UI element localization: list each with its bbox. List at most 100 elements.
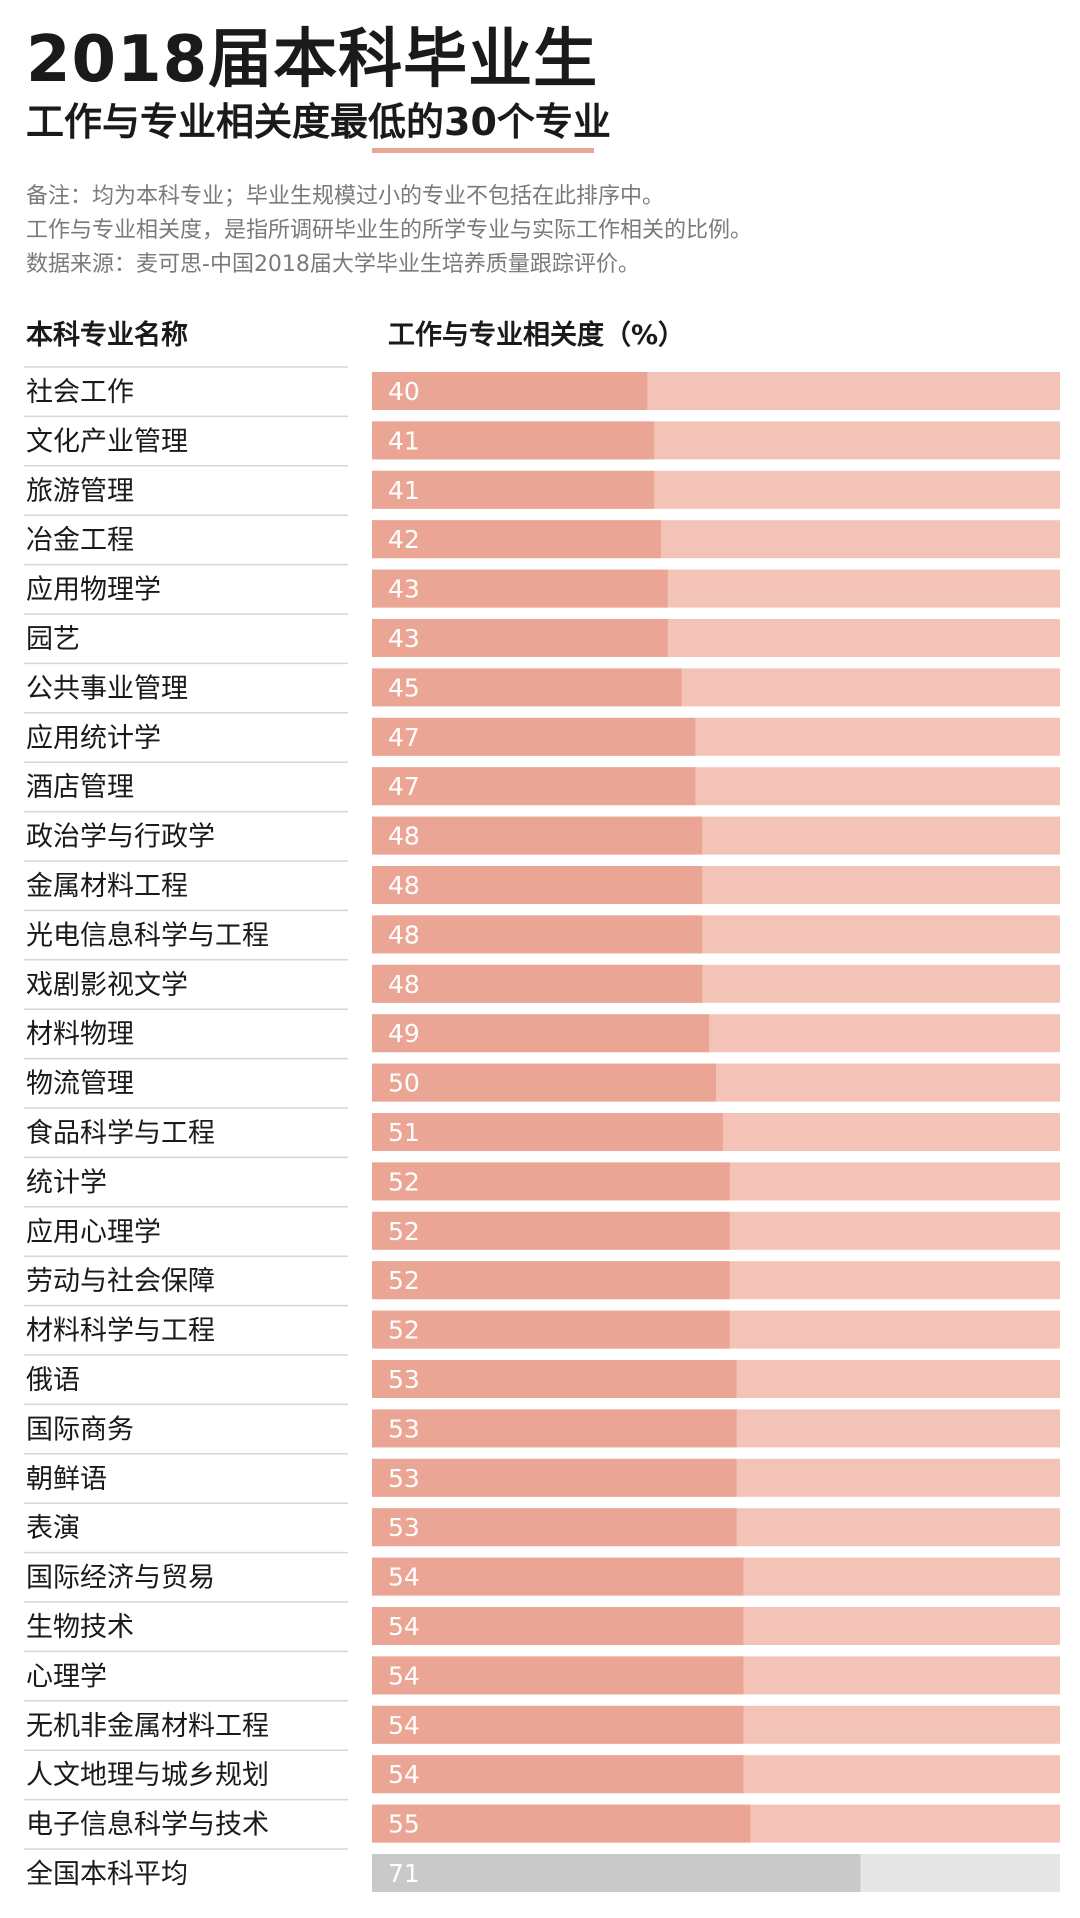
bar: [372, 619, 668, 657]
category-label: 表演: [26, 1513, 80, 1544]
bar-value-label: 53: [388, 1414, 420, 1443]
category-label: 材料科学与工程: [26, 1316, 215, 1347]
reference-label: 全国本科平均: [26, 1859, 188, 1890]
bar-value-label: 52: [388, 1217, 420, 1246]
category-label: 劳动与社会保障: [26, 1266, 215, 1297]
category-label: 心理学: [26, 1661, 107, 1692]
bar: [372, 1705, 744, 1744]
category-label: 旅游管理: [26, 476, 134, 507]
bar: [372, 717, 696, 756]
bar-value-label: 43: [388, 624, 420, 653]
column-header-relevance: 工作与专业相关度（%）: [388, 320, 686, 351]
category-label: 生物技术: [26, 1612, 134, 1643]
bar-value-label: 54: [388, 1711, 420, 1740]
bar: [372, 372, 648, 410]
reference-bar: [372, 1854, 861, 1892]
bar: [372, 1607, 744, 1645]
bar-value-label: 48: [388, 970, 420, 999]
bar: [372, 1409, 737, 1448]
category-label: 应用心理学: [26, 1217, 161, 1248]
category-label: 政治学与行政学: [26, 822, 215, 853]
bar-value-label: 54: [388, 1661, 420, 1690]
bar: [372, 1458, 737, 1497]
bar-value-label: 42: [388, 525, 420, 554]
category-label: 文化产业管理: [26, 426, 188, 457]
bar-value-label: 50: [388, 1069, 420, 1098]
bar: [372, 1508, 737, 1547]
bar: [372, 520, 661, 559]
column-header-major: 本科专业名称: [26, 320, 188, 351]
bar-value-label: 45: [388, 673, 420, 702]
bar-value-label: 41: [388, 476, 420, 505]
bar: [372, 668, 682, 707]
bar: [372, 1804, 751, 1843]
bar: [372, 1014, 710, 1053]
category-label: 酒店管理: [26, 772, 134, 803]
bar-value-label: 54: [388, 1563, 420, 1592]
category-label: 光电信息科学与工程: [26, 920, 269, 951]
note-line: 备注：均为本科专业；毕业生规模过小的专业不包括在此排序中。: [26, 184, 665, 209]
bar: [372, 964, 703, 1003]
bar: [372, 866, 703, 904]
bar: [372, 1113, 723, 1151]
category-label: 应用统计学: [26, 723, 161, 754]
chart-title: 2018届本科毕业生: [26, 23, 599, 97]
category-label: 应用物理学: [26, 575, 161, 606]
bar-value-label: 48: [388, 822, 420, 851]
bar-value-label: 53: [388, 1513, 420, 1542]
category-label: 园艺: [26, 624, 80, 655]
category-label: 无机非金属材料工程: [26, 1711, 269, 1742]
bar: [372, 1360, 737, 1398]
bar: [372, 569, 668, 608]
category-label: 国际经济与贸易: [26, 1563, 215, 1594]
category-label: 统计学: [26, 1167, 107, 1198]
bar-chart: 社会工作 40 文化产业管理 41 旅游管理 41 冶金工程 42 应用物理学 43 园艺 43 公共事…: [24, 366, 1060, 1892]
bar-value-label: 49: [388, 1019, 420, 1048]
category-label: 电子信息科学与技术: [26, 1810, 269, 1841]
note-line: 工作与专业相关度，是指所调研毕业生的所学专业与实际工作相关的比例。: [26, 218, 753, 243]
bar-value-label: 52: [388, 1167, 420, 1196]
bar: [372, 1656, 744, 1695]
bar-value-label: 48: [388, 871, 420, 900]
bar: [372, 1755, 744, 1794]
category-label: 朝鲜语: [26, 1464, 107, 1495]
bar: [372, 1557, 744, 1596]
category-label: 公共事业管理: [26, 673, 188, 704]
category-label: 金属材料工程: [26, 871, 188, 902]
bar-value-label: 52: [388, 1316, 420, 1345]
category-label: 材料物理: [26, 1019, 134, 1050]
bar: [372, 915, 703, 954]
bar: [372, 421, 655, 460]
bar-value-label: 47: [388, 772, 420, 801]
bar: [372, 1211, 730, 1250]
bar-value-label: 55: [388, 1810, 420, 1839]
bar-value-label: 52: [388, 1266, 420, 1295]
chart-subtitle: 工作与专业相关度最低的30个专业: [26, 100, 611, 144]
bar-value-label: 54: [388, 1760, 420, 1789]
reference-value-label: 71: [388, 1859, 420, 1888]
bar: [372, 1063, 716, 1102]
category-label: 俄语: [26, 1365, 80, 1396]
category-label: 冶金工程: [26, 525, 134, 556]
bar: [372, 767, 696, 806]
bar-value-label: 41: [388, 426, 420, 455]
bar: [372, 1261, 730, 1300]
note-line: 数据来源：麦可思-中国2018届大学毕业生培养质量跟踪评价。: [26, 252, 640, 277]
bar: [372, 470, 655, 509]
notes-block: 备注：均为本科专业；毕业生规模过小的专业不包括在此排序中。 工作与专业相关度，是…: [26, 180, 1056, 282]
bar-value-label: 54: [388, 1612, 420, 1641]
bar-value-label: 53: [388, 1464, 420, 1493]
bar: [372, 1310, 730, 1349]
bar-value-label: 40: [388, 377, 420, 406]
category-label: 食品科学与工程: [26, 1118, 215, 1149]
category-label: 人文地理与城乡规划: [26, 1760, 269, 1791]
category-label: 国际商务: [26, 1414, 134, 1445]
category-label: 社会工作: [26, 377, 134, 408]
bar-value-label: 51: [388, 1118, 420, 1147]
category-label: 物流管理: [26, 1069, 134, 1100]
bar: [372, 816, 703, 855]
bar-value-label: 53: [388, 1365, 420, 1394]
bar-value-label: 48: [388, 920, 420, 949]
bar-value-label: 43: [388, 575, 420, 604]
bar-value-label: 47: [388, 723, 420, 752]
